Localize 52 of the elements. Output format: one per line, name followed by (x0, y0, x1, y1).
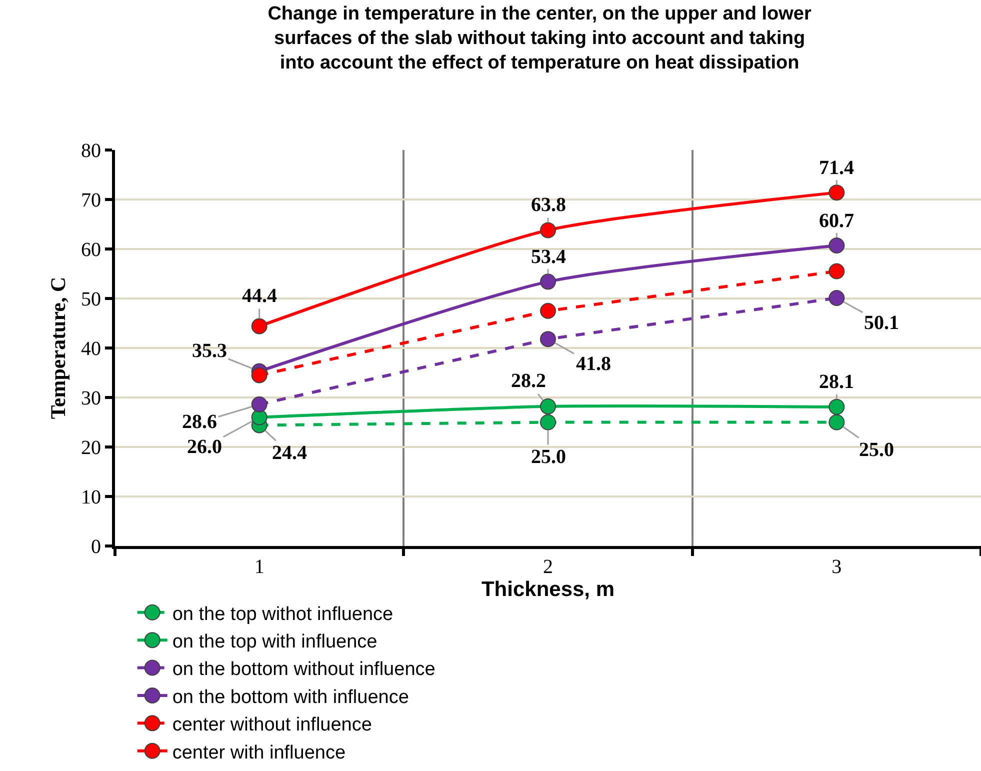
data-label: 28.6 (182, 411, 217, 433)
point (828, 184, 845, 201)
point (828, 238, 845, 254)
data-label: 25.0 (531, 446, 566, 468)
point (540, 398, 556, 414)
data-label: 28.1 (819, 371, 854, 393)
x-axis-title: Thickness, m (481, 578, 615, 602)
data-label: 35.3 (192, 340, 227, 362)
y-tick-label: 0 (91, 536, 101, 558)
y-tick-label: 60 (81, 239, 101, 261)
point (828, 414, 845, 430)
legend-label: center with influence (172, 742, 346, 764)
point (828, 290, 845, 306)
point (828, 263, 845, 280)
point (540, 331, 556, 348)
data-label: 44.4 (242, 285, 277, 307)
point (540, 414, 556, 430)
y-tick-label: 50 (81, 288, 101, 310)
data-label: 50.1 (864, 312, 899, 334)
data-label: 41.8 (576, 353, 611, 375)
y-tick-label: 30 (81, 388, 101, 410)
y-tick-label: 80 (81, 140, 101, 162)
data-label: 63.8 (531, 194, 566, 216)
data-label: 25.0 (859, 439, 894, 461)
x-tick-label: 3 (832, 556, 842, 578)
point (251, 367, 268, 384)
data-label: 71.4 (819, 157, 854, 179)
data-label: 24.4 (272, 442, 307, 464)
legend-label: on the top withot influence (172, 604, 394, 625)
legend-label: on the bottom with influence (172, 686, 409, 708)
data-label: 53.4 (531, 246, 566, 268)
point (540, 302, 556, 319)
y-tick-label: 10 (81, 486, 101, 508)
data-label: 26.0 (187, 436, 222, 458)
point (251, 318, 268, 334)
x-tick-label: 1 (254, 556, 264, 578)
y-tick-label: 70 (81, 190, 101, 212)
data-label: 60.7 (819, 210, 854, 232)
point (540, 274, 556, 290)
y-tick-label: 40 (81, 338, 101, 360)
legend-label: on the top with influence (172, 631, 378, 652)
y-axis-title: Temperature, C (46, 276, 70, 420)
point (251, 396, 268, 412)
point (828, 398, 845, 415)
data-label: 28.2 (511, 370, 546, 392)
legend-label: center without influence (172, 714, 372, 736)
point (251, 409, 268, 426)
chart-title: Change in temperature in the center, on the upper and lower surfaces of the slab without taking into account and taking into account the effect of temperature on heat dissipation (268, 3, 812, 74)
legend-label: on the bottom without influence (172, 659, 436, 680)
x-tick-label: 2 (543, 556, 553, 578)
y-tick-label: 20 (81, 437, 101, 459)
point (540, 222, 556, 238)
